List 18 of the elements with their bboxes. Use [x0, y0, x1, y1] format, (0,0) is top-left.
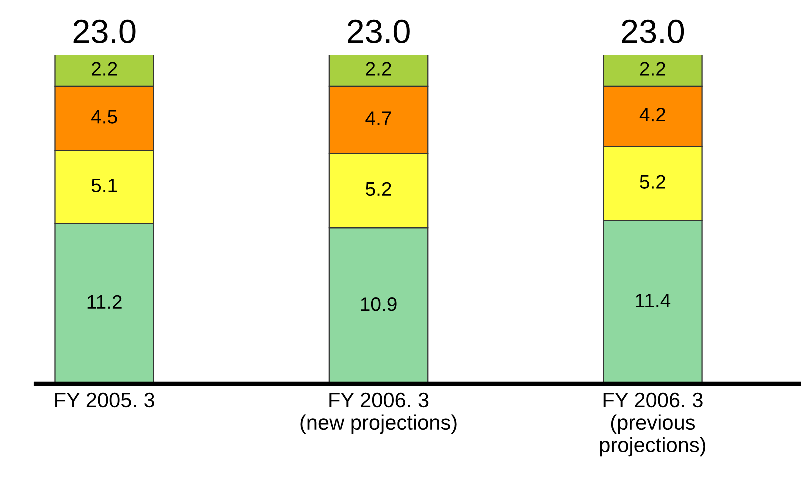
- total-label: 23.0: [348, 20, 410, 44]
- total-label: 23.0: [622, 20, 684, 44]
- total-label: 23.0: [74, 20, 136, 44]
- data-label: 5.1: [92, 178, 118, 193]
- x-tick-label: FY 2005. 3: [56, 392, 154, 408]
- data-label: 11.2: [88, 295, 122, 309]
- data-label: 11.4: [636, 294, 671, 308]
- x-tick-label: FY 2006. 3 (previous projections): [600, 392, 706, 457]
- data-label: 10.9: [361, 297, 397, 312]
- data-label: 2.2: [640, 62, 666, 76]
- data-label: 5.2: [366, 182, 392, 196]
- data-label: 4.2: [640, 108, 666, 122]
- data-label: 4.7: [366, 112, 392, 126]
- data-label: 4.5: [92, 110, 118, 124]
- data-label: 5.2: [640, 175, 666, 189]
- data-label: 2.2: [366, 62, 392, 76]
- data-label: 2.2: [92, 62, 118, 76]
- x-tick-label: FY 2006. 3 (new projections): [300, 392, 457, 434]
